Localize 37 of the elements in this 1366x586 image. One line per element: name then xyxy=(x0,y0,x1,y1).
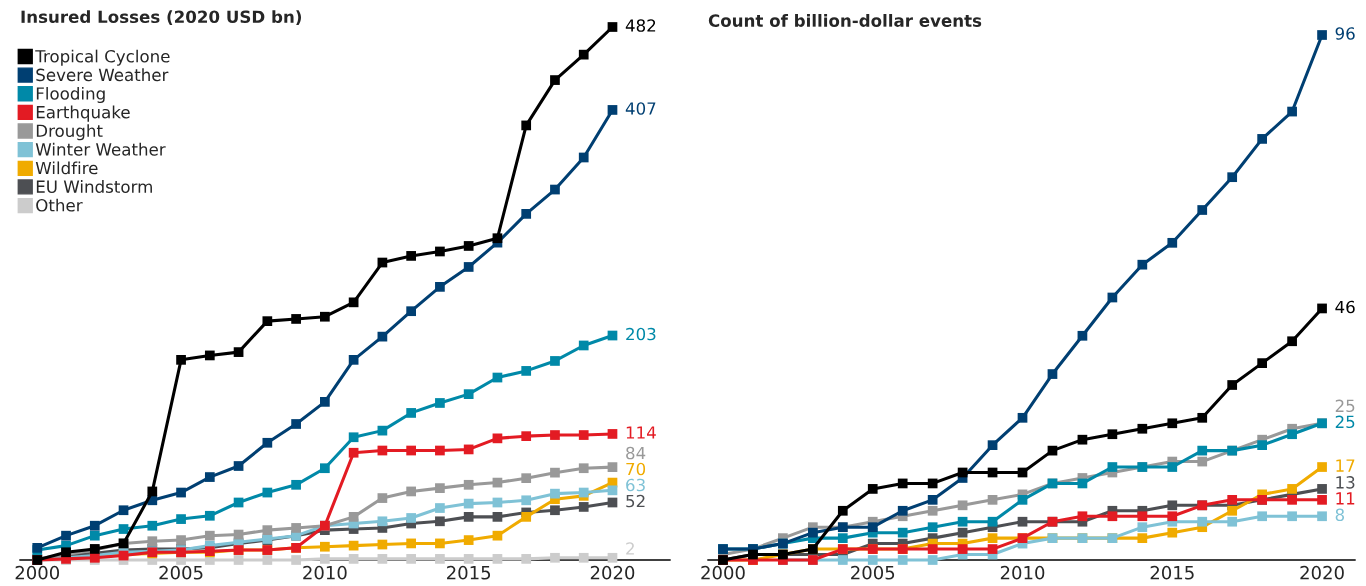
x-tick-label: 2015 xyxy=(447,565,491,580)
data-label: 63 xyxy=(626,478,645,492)
x-tick-label: 2020 xyxy=(1300,565,1344,580)
legend-label: Wildfire xyxy=(35,161,98,175)
x-tick-label: 2010 xyxy=(303,565,347,580)
data-label: 13 xyxy=(1336,476,1355,489)
data-label: 52 xyxy=(626,494,645,508)
legend-label: Other xyxy=(36,198,83,212)
chart-title: Insured Losses (2020 USD bn) xyxy=(21,10,302,26)
data-label: 114 xyxy=(626,426,656,439)
x-tick-label: 2000 xyxy=(701,565,745,580)
data-label: 25 xyxy=(1335,399,1355,413)
legend-label: Drought xyxy=(36,124,103,141)
legend-label: Earthquake xyxy=(36,105,130,122)
x-tick-label: 2020 xyxy=(590,565,635,580)
legend-label: EU Windstorm xyxy=(36,180,152,193)
data-label: 17 xyxy=(1336,459,1355,472)
legend-label: Flooding xyxy=(36,86,105,104)
data-label: 482 xyxy=(625,19,656,32)
data-label: 46 xyxy=(1335,300,1355,314)
chart-title: Count of billion-dollar events xyxy=(708,14,982,27)
data-label: 84 xyxy=(626,446,646,460)
data-label: 70 xyxy=(626,462,646,476)
legend-label: Winter Weather xyxy=(35,142,166,156)
data-label: 407 xyxy=(625,102,656,115)
x-tick-label: 2005 xyxy=(851,565,895,580)
x-tick-label: 2015 xyxy=(1150,565,1194,580)
x-tick-label: 2000 xyxy=(15,565,60,580)
data-label: 96 xyxy=(1335,27,1355,40)
data-label: 203 xyxy=(626,327,656,341)
data-label: 8 xyxy=(1335,508,1345,522)
data-label: 11 xyxy=(1336,492,1355,505)
data-label: 25 xyxy=(1335,415,1355,429)
legend-label: Tropical Cyclone xyxy=(35,49,170,66)
legend-label: Severe Weather xyxy=(36,68,169,82)
x-tick-label: 2005 xyxy=(159,565,203,580)
x-tick-label: 2010 xyxy=(1000,565,1045,580)
